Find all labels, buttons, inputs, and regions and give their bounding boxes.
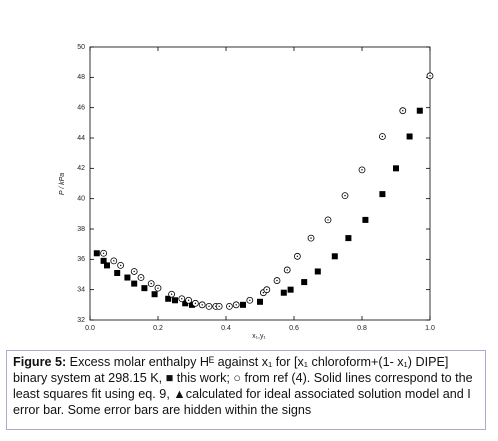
- circle-dot: [170, 293, 173, 295]
- circle-dot: [181, 298, 183, 300]
- circle-dot: [194, 302, 197, 305]
- y-axis-label: P / kPa: [59, 173, 66, 195]
- circle-dot: [402, 110, 404, 112]
- circle-dot: [361, 169, 363, 171]
- square-point: [362, 216, 369, 223]
- square-point: [151, 291, 158, 298]
- square-point: [100, 257, 107, 264]
- x-tick-label: 1.0: [425, 325, 435, 332]
- square-point: [182, 300, 189, 307]
- circle-dot: [228, 305, 231, 308]
- y-tick-label: 48: [77, 74, 85, 81]
- square-point: [240, 301, 246, 308]
- circle-dot: [262, 292, 265, 294]
- y-tick-label: 46: [77, 105, 85, 112]
- circle-dot: [266, 288, 268, 291]
- square-point: [172, 297, 178, 304]
- y-tick-label: 40: [77, 196, 85, 203]
- circle-dot: [327, 219, 329, 221]
- y-tick-label: 38: [77, 226, 85, 233]
- square-point: [280, 289, 287, 296]
- square-point: [114, 269, 121, 276]
- y-tick-label: 50: [77, 44, 85, 51]
- circle-dot: [218, 305, 220, 308]
- y-tick-label: 32: [77, 317, 85, 324]
- circle-dot: [276, 279, 278, 282]
- square-point: [104, 262, 110, 269]
- square-point: [406, 133, 413, 140]
- circle-dot: [113, 260, 115, 262]
- x-axis-label: x₁,y₁: [252, 333, 266, 340]
- caption-text: Excess molar enthalpy Hᴱ against x₁ for …: [13, 355, 473, 417]
- y-tick-label: 36: [77, 256, 85, 263]
- plot-frame: [89, 46, 431, 321]
- square-point: [345, 235, 352, 242]
- circle-dot: [344, 194, 346, 197]
- circle-dot: [249, 299, 251, 301]
- square-point: [287, 286, 294, 293]
- square-point: [379, 191, 386, 198]
- x-tick-label: 0.4: [221, 325, 231, 332]
- circle-dot: [150, 282, 152, 285]
- square-point: [131, 280, 138, 287]
- y-tick-label: 44: [77, 135, 85, 142]
- square-point: [416, 107, 423, 114]
- circle-dot: [119, 264, 122, 267]
- square-point: [331, 253, 338, 260]
- circle-dot: [187, 299, 190, 301]
- square-point: [165, 295, 172, 302]
- square-point: [93, 250, 100, 257]
- x-tick-label: 0.8: [357, 325, 367, 332]
- circle-dot: [381, 135, 384, 138]
- circle-dot: [208, 305, 210, 308]
- caption: Figure 5: Excess molar enthalpy Hᴱ again…: [6, 350, 486, 430]
- circle-dot: [102, 252, 105, 254]
- circle-dot: [235, 304, 237, 306]
- circle-dot: [296, 255, 299, 257]
- circle-dot: [286, 269, 288, 271]
- x-tick-label: 0.0: [85, 325, 95, 332]
- square-point: [393, 165, 399, 172]
- chart: x₁,y₁ P / kPa 0.0 0.2 0.4 0.6 0.8 1.0 32 34 36 38…: [59, 44, 435, 340]
- circle-dot: [310, 237, 312, 239]
- x-tick-label: 0.6: [289, 325, 299, 332]
- circle-dot: [133, 270, 135, 273]
- square-point: [189, 301, 195, 308]
- x-tick-label: 0.2: [153, 325, 163, 332]
- circle-dot: [201, 304, 203, 306]
- square-point: [257, 298, 263, 305]
- square-point: [124, 274, 131, 281]
- square-point: [141, 285, 148, 292]
- circle-dot: [429, 75, 431, 77]
- caption-label: Figure 5:: [13, 355, 67, 369]
- square-point: [314, 268, 321, 275]
- square-point: [301, 279, 308, 286]
- y-tick-label: 34: [77, 287, 85, 294]
- y-tick-label: 42: [77, 165, 85, 172]
- circle-dot: [157, 287, 159, 289]
- circle-dot: [140, 276, 142, 279]
